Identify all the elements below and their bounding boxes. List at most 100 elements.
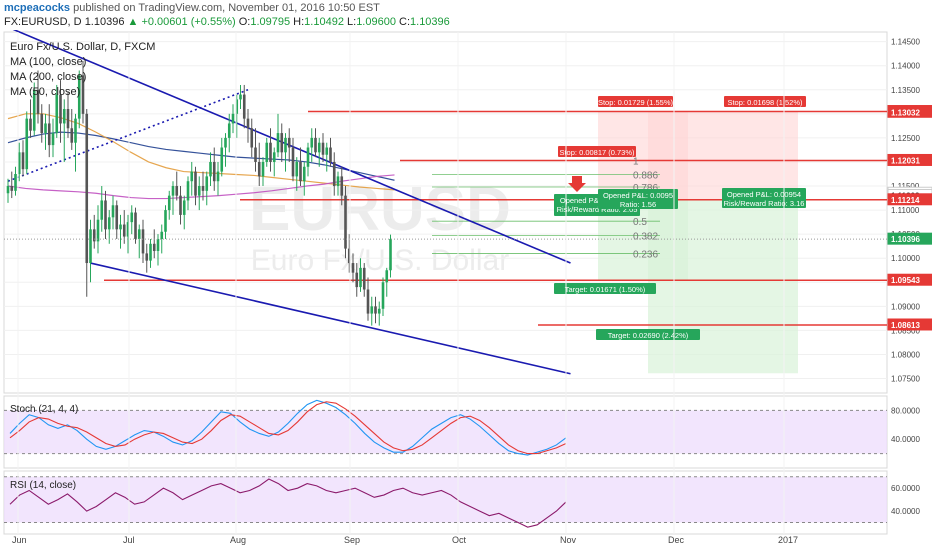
candle-body [299, 161, 302, 182]
candle-body [81, 75, 85, 114]
candle-body [336, 176, 340, 187]
candle-body [47, 123, 51, 146]
symbol-label: FX:EURUSD, D [4, 16, 82, 28]
candle-body [314, 137, 317, 153]
candle-body [29, 118, 32, 131]
target-label-1-text: Target: 0.01671 (1.50%) [565, 285, 646, 294]
rsi-tick-label: 60.0000 [891, 484, 920, 493]
fib-label: 0.886 [633, 170, 658, 181]
stop-label-2-bg [724, 96, 806, 107]
candle-body [175, 186, 179, 196]
candle-body [344, 195, 347, 249]
candle-body [137, 229, 141, 239]
y-tick-label: 1.08500 [891, 326, 920, 335]
ohlc-values: O:1.09795 H:1.10492 L:1.09600 C:1.10396 [238, 16, 450, 28]
candle-body [385, 270, 389, 283]
target-label-2: Target: 0.02690 (2.42%) [596, 329, 700, 340]
legend-ma200[interactable]: MA (200, close) [10, 71, 87, 83]
candle-body [141, 229, 145, 254]
price-tag-label: 1.10396 [891, 235, 920, 244]
symbol-line: FX:EURUSD, D 1.10396 ▲ +0.00601 (+0.55%)… [4, 16, 450, 28]
x-tick-label: Sep [344, 535, 360, 545]
x-tick-label: Aug [230, 535, 246, 545]
candle-body [239, 94, 242, 100]
pnl-label-1-text: Risk/Reward Ratio: 2.05 [557, 205, 638, 214]
price-tag-label: 1.09543 [891, 276, 920, 285]
x-tick-label: Jul [123, 535, 135, 545]
x-tick-label: Jun [12, 535, 27, 545]
rsi-label[interactable]: RSI (14, close) [10, 480, 77, 491]
y-tick-label: 1.11500 [891, 182, 920, 191]
candle-body [317, 142, 321, 153]
candle-body [347, 248, 351, 264]
candle-body [325, 147, 329, 155]
price-tag-label: 1.12031 [891, 156, 920, 165]
stoch-label[interactable]: Stoch (21, 4, 4) [10, 404, 79, 415]
candle-body [250, 128, 254, 148]
rsi-tick-label: 40.0000 [891, 507, 920, 516]
down-arrow-icon [568, 176, 586, 192]
stoch-tick-label: 40.0000 [891, 435, 920, 444]
candle-body [145, 253, 149, 261]
fib-label: 0.5 [633, 217, 647, 228]
y-tick-label: 1.10000 [891, 254, 920, 263]
candle-body [70, 128, 74, 143]
candle-body [220, 147, 224, 172]
candle-body [164, 210, 167, 232]
candle-body [254, 147, 257, 162]
candle-body [92, 229, 96, 242]
watermark-name: Euro Fx/U.S. Dollar [251, 244, 509, 277]
main-legend-title: Euro Fx/U.S. Dollar, D, FXCM [10, 41, 156, 53]
stop-zone-2 [648, 111, 798, 200]
y-tick-label: 1.11000 [891, 206, 920, 215]
candle-body [74, 118, 77, 143]
candle-body [194, 171, 197, 196]
main-legend: Euro Fx/U.S. Dollar, D, FXCM MA (100, cl… [10, 40, 155, 100]
stop-label-3-bg [558, 146, 636, 157]
candle-body [55, 94, 59, 134]
candle-body [265, 142, 269, 162]
candle-body [160, 231, 164, 239]
target-label-1: Target: 0.01671 (1.50%) [554, 283, 656, 294]
candle-body [134, 212, 137, 239]
candle-body [171, 186, 175, 196]
candle-body [186, 181, 190, 201]
candle-body [246, 118, 250, 129]
candle-body [295, 161, 299, 177]
candle-body [340, 176, 344, 196]
rsi-band [4, 476, 887, 523]
publish-line: mcpeacocks published on TradingView.com,… [4, 2, 380, 14]
publish-info: published on TradingView.com, November 0… [73, 2, 380, 14]
candle-body [257, 161, 261, 177]
legend-ma50[interactable]: MA (50, close) [10, 86, 81, 98]
author-link[interactable]: mcpeacocks [4, 2, 71, 14]
candle-body [25, 118, 29, 170]
pnl-label-3-text: Opened P&L: 0.00954 [727, 190, 801, 199]
candle-body [306, 147, 310, 167]
price-tag-label: 1.11214 [891, 196, 920, 205]
candle-body [209, 161, 212, 177]
x-tick-label: Nov [560, 535, 577, 545]
pnl-label-3-text: Risk/Reward Ratio: 3.16 [724, 199, 805, 208]
stop-label-3: Stop: 0.00817 (0.73%) [558, 146, 636, 157]
candle-body [201, 186, 205, 191]
stoch-series-1 [9, 399, 567, 456]
candle-body [77, 75, 81, 119]
target-label-2-text: Target: 0.02690 (2.42%) [608, 331, 689, 340]
pnl-label-2-bg [598, 189, 678, 209]
price-tag-label: 1.13032 [891, 108, 920, 117]
candle-body [269, 142, 272, 162]
stoch-band [4, 410, 887, 454]
legend-ma100[interactable]: MA (100, close) [10, 56, 87, 68]
candle-body [10, 186, 14, 191]
stoch-series-2 [9, 401, 567, 455]
candle-body [149, 243, 152, 261]
candle-body [107, 217, 111, 230]
candle-body [36, 89, 40, 114]
candle-body [100, 200, 104, 220]
candle-body [17, 152, 21, 174]
x-tick-label: Oct [452, 535, 467, 545]
y-tick-label: 1.14500 [891, 38, 920, 47]
